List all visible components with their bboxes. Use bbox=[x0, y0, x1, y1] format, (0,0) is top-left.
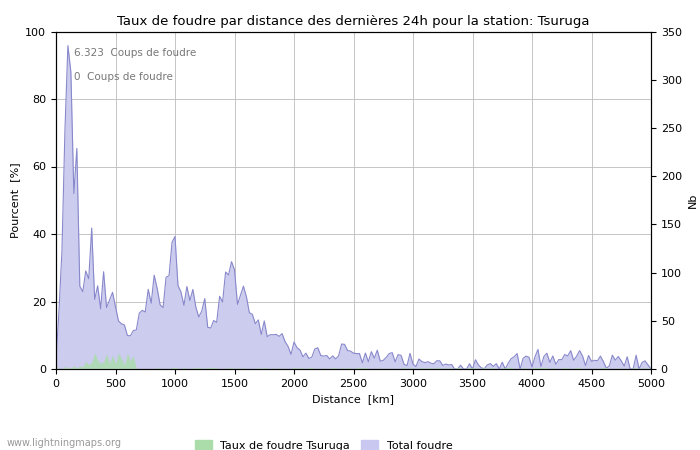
Text: www.lightningmaps.org: www.lightningmaps.org bbox=[7, 438, 122, 448]
Text: 6.323  Coups de foudre: 6.323 Coups de foudre bbox=[74, 49, 196, 58]
Y-axis label: Nb: Nb bbox=[687, 193, 697, 208]
Text: 0  Coups de foudre: 0 Coups de foudre bbox=[74, 72, 173, 82]
Y-axis label: Pourcent  [%]: Pourcent [%] bbox=[10, 162, 20, 238]
Title: Taux de foudre par distance des dernières 24h pour la station: Tsuruga: Taux de foudre par distance des dernière… bbox=[118, 14, 589, 27]
Legend: Taux de foudre Tsuruga, Total foudre: Taux de foudre Tsuruga, Total foudre bbox=[190, 435, 457, 450]
X-axis label: Distance  [km]: Distance [km] bbox=[312, 394, 395, 404]
